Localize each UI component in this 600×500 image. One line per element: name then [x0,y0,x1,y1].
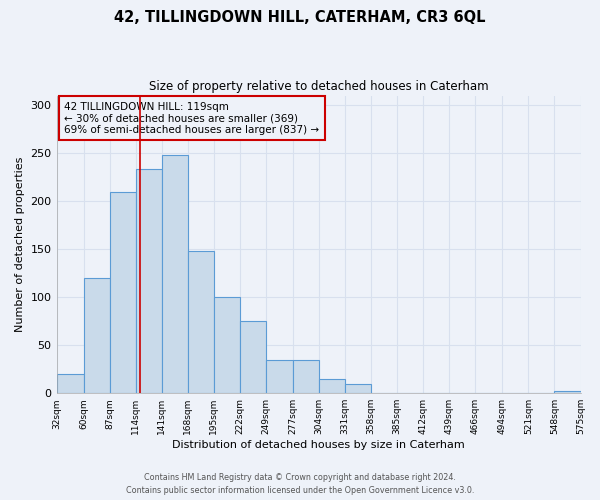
Bar [83,278,110,393]
Text: 42 TILLINGDOWN HILL: 119sqm
← 30% of detached houses are smaller (369)
69% of se: 42 TILLINGDOWN HILL: 119sqm ← 30% of det… [64,102,320,134]
Bar [293,360,319,393]
Bar [136,170,162,393]
Bar [162,155,188,393]
Bar [214,297,240,393]
Text: 42, TILLINGDOWN HILL, CATERHAM, CR3 6QL: 42, TILLINGDOWN HILL, CATERHAM, CR3 6QL [114,10,486,25]
Bar [554,392,581,393]
Bar [188,251,214,393]
Bar [56,374,83,393]
X-axis label: Distribution of detached houses by size in Caterham: Distribution of detached houses by size … [172,440,465,450]
Bar [266,360,293,393]
Bar [319,379,345,393]
Title: Size of property relative to detached houses in Caterham: Size of property relative to detached ho… [149,80,488,93]
Y-axis label: Number of detached properties: Number of detached properties [15,156,25,332]
Bar [345,384,371,393]
Text: Contains HM Land Registry data © Crown copyright and database right 2024.
Contai: Contains HM Land Registry data © Crown c… [126,474,474,495]
Bar [110,192,136,393]
Bar [240,321,266,393]
